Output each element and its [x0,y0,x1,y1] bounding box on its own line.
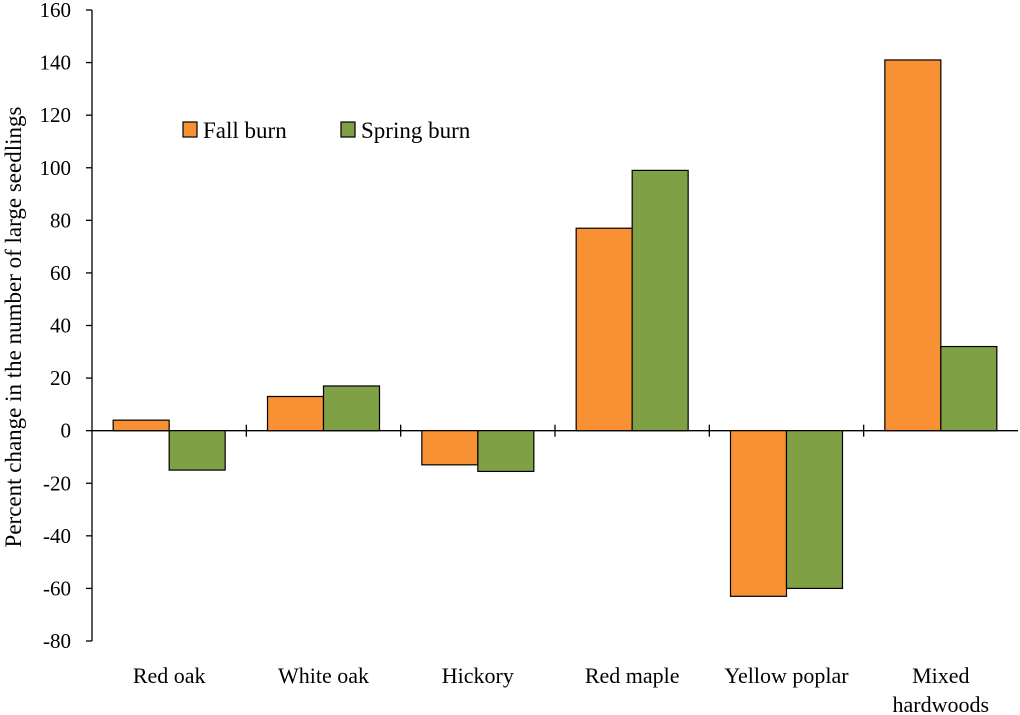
y-axis-title: Percent change in the number of large se… [1,107,26,548]
y-tick-label: 20 [50,366,71,390]
legend: Fall burn Spring burn [182,118,471,143]
bar-fall-0 [112,419,170,432]
category-label: Red maple [585,663,680,688]
bar-spring-3 [631,169,689,432]
y-tick-label: 160 [40,0,72,22]
y-tick-label: 40 [50,314,71,338]
legend-label-spring: Spring burn [361,118,471,143]
category-label: hardwoods [893,692,990,715]
bar-fall-1 [266,395,325,432]
y-tick-label: 140 [40,51,72,75]
bar-fall-4 [729,430,788,597]
bar-spring-1 [322,385,381,432]
category-label: Hickory [442,663,514,688]
category-label: Mixed [912,663,969,688]
y-tick-label: -80 [43,629,71,653]
bar-spring-4 [785,430,844,590]
y-tick-label: 80 [50,208,71,232]
y-tick-label: -20 [43,471,71,495]
bar-spring-5 [940,345,998,432]
y-tick-label: 120 [40,103,72,127]
y-tick-label: -60 [43,576,71,600]
y-tick-label: 0 [61,419,72,443]
bar-fall-3 [575,227,633,432]
category-label: Yellow poplar [724,663,849,688]
bar-fall-5 [884,59,942,432]
bar-spring-2 [477,430,535,473]
y-tick-label: 60 [50,261,71,285]
category-label: Red oak [133,663,206,688]
y-tick-label: -40 [43,524,71,548]
legend-swatch-spring [340,121,356,138]
bar-fall-2 [421,430,479,466]
bar-spring-0 [168,430,226,471]
legend-swatch-fall [182,121,198,138]
y-tick-label: 100 [40,156,72,180]
plot-area: -80 -60 -40 -20 0 20 40 60 80 100 120 140 160 Red oak… [40,0,1018,715]
category-label: White oak [278,663,369,688]
legend-label-fall: Fall burn [203,118,287,143]
